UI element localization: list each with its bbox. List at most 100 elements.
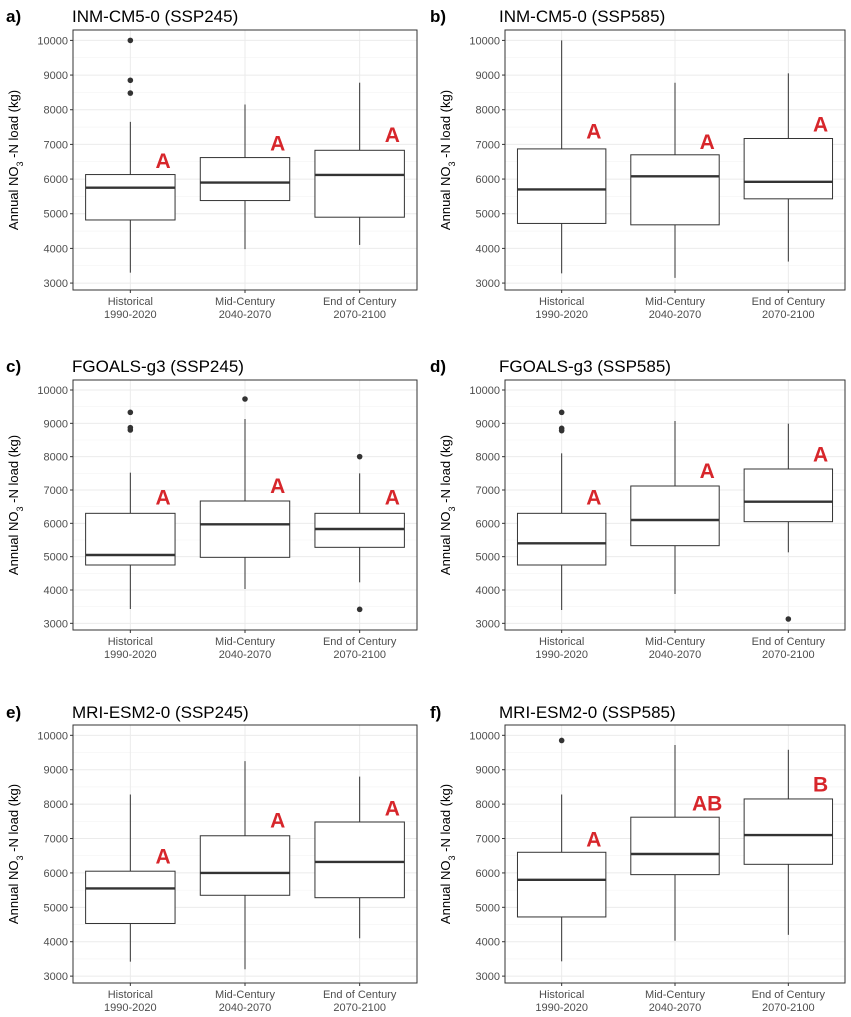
panel-title: FGOALS-g3 (SSP245) [72, 357, 244, 376]
y-tick-label: 6000 [44, 518, 68, 530]
x-category-label: Mid-Century [645, 989, 705, 1001]
y-axis-label-subscript: 3 [447, 506, 457, 511]
x-category-label: Historical [539, 636, 584, 648]
plot-area: 3000 4000 5000 6000 7000 8000 9000 10000 A Histor… [438, 379, 846, 661]
x-category-label: Mid-Century [215, 636, 275, 648]
iqr-box [85, 512, 176, 566]
plot-area: 3000 4000 5000 6000 7000 8000 9000 10000 A Histor… [438, 724, 846, 1014]
box-group: A [85, 409, 176, 609]
y-axis-label-subscript: 3 [15, 506, 25, 511]
outlier-point [356, 606, 363, 613]
y-tick-label: 10000 [469, 385, 500, 397]
y-axis-label-prefix: Annual NO [438, 166, 453, 230]
iqr-box [743, 138, 834, 200]
iqr-box [85, 870, 176, 924]
outlier-point [558, 425, 565, 432]
boxplot-chart: a) INM-CM5-0 (SSP245) 3000 4000 5000 6000 70… [6, 7, 418, 321]
y-axis-label-prefix: Annual NO [6, 511, 21, 575]
y-axis-label-prefix: Annual NO [438, 511, 453, 575]
x-category-label: Historical [539, 296, 584, 308]
x-category-label: End of Century [752, 296, 826, 308]
x-category-period: 2040-2070 [649, 309, 702, 321]
y-tick-label: 8000 [476, 105, 500, 117]
significance-letter: A [700, 131, 715, 154]
x-category-period: 1990-2020 [104, 309, 157, 321]
y-tick-label: 6000 [476, 174, 500, 186]
outlier-point [558, 737, 565, 744]
outlier-point [558, 409, 565, 416]
y-tick-label: 9000 [476, 418, 500, 430]
x-category-period: 1990-2020 [535, 649, 588, 661]
x-category-period: 2070-2100 [762, 1002, 815, 1014]
x-category-period: 2040-2070 [649, 1002, 702, 1014]
y-tick-label: 3000 [476, 618, 500, 630]
y-axis-label-suffix: -N load (kg) [6, 435, 21, 507]
y-tick-label: 4000 [476, 585, 500, 597]
y-tick-label: 5000 [476, 552, 500, 564]
y-tick-label: 5000 [44, 209, 68, 221]
plot-area: 3000 4000 5000 6000 7000 8000 9000 10000 A Histor… [6, 29, 418, 321]
y-axis-label-subscript: 3 [15, 855, 25, 860]
box-group: A [743, 423, 834, 622]
y-tick-label: 3000 [476, 278, 500, 290]
y-axis-label-subscript: 3 [447, 855, 457, 860]
x-category-label: End of Century [752, 989, 826, 1001]
panel-f: f) MRI-ESM2-0 (SSP585) 3000 4000 5000 6000 7… [425, 678, 850, 1017]
y-tick-label: 5000 [44, 902, 68, 914]
significance-letter: A [385, 798, 400, 821]
panel-label: c) [6, 357, 21, 376]
iqr-box [314, 149, 405, 218]
y-axis-label-prefix: Annual NO [6, 166, 21, 230]
y-axis-label: Annual NO3 -N load (kg) [438, 784, 457, 924]
y-tick-label: 10000 [37, 385, 68, 397]
y-tick-label: 10000 [37, 35, 68, 47]
x-category-label: Mid-Century [645, 636, 705, 648]
y-tick-label: 6000 [476, 868, 500, 880]
outlier-point [127, 90, 134, 96]
y-tick-label: 4000 [44, 585, 68, 597]
box-group: A [85, 37, 176, 273]
boxplot-chart: f) MRI-ESM2-0 (SSP585) 3000 4000 5000 6000 7… [430, 703, 846, 1014]
box-group: A [314, 776, 405, 939]
y-axis-label-suffix: -N load (kg) [6, 90, 21, 162]
y-axis-label-prefix: Annual NO [6, 860, 21, 924]
panel-b: b) INM-CM5-0 (SSP585) 3000 4000 5000 6000 70… [425, 0, 850, 339]
significance-letter: A [586, 121, 601, 144]
plot-area: 3000 4000 5000 6000 7000 8000 9000 10000 A Histor… [6, 724, 418, 1014]
box-group: A [743, 73, 834, 262]
x-category-label: End of Century [323, 636, 397, 648]
box-group: A [199, 396, 291, 589]
significance-letter: A [813, 443, 828, 466]
x-category-label: End of Century [323, 296, 397, 308]
significance-letter: A [155, 846, 170, 869]
y-tick-label: 10000 [469, 35, 500, 47]
panel-title: MRI-ESM2-0 (SSP585) [499, 703, 676, 722]
panel-title: INM-CM5-0 (SSP245) [72, 7, 238, 26]
x-category-period: 2040-2070 [219, 649, 272, 661]
panel-label: d) [430, 357, 446, 376]
boxplot-chart: b) INM-CM5-0 (SSP585) 3000 4000 5000 6000 70… [430, 7, 846, 321]
y-tick-label: 7000 [44, 834, 68, 846]
panel-label: b) [430, 7, 446, 26]
y-axis-label-prefix: Annual NO [438, 860, 453, 924]
y-tick-label: 7000 [44, 139, 68, 151]
y-tick-label: 9000 [44, 70, 68, 82]
plot-border [72, 724, 418, 984]
y-axis-label: Annual NO3 -N load (kg) [6, 784, 25, 924]
y-tick-label: 5000 [476, 902, 500, 914]
x-category-period: 2070-2100 [333, 649, 386, 661]
significance-letter: A [270, 133, 285, 156]
y-tick-label: 5000 [44, 552, 68, 564]
y-tick-label: 4000 [44, 937, 68, 949]
x-category-period: 2040-2070 [219, 309, 272, 321]
plot-area: 3000 4000 5000 6000 7000 8000 9000 10000 A Histor… [6, 379, 418, 661]
panel-title: INM-CM5-0 (SSP585) [499, 7, 665, 26]
x-category-period: 1990-2020 [535, 309, 588, 321]
y-tick-label: 7000 [476, 139, 500, 151]
outlier-point [127, 409, 134, 416]
significance-letter: A [155, 487, 170, 510]
x-category-period: 2040-2070 [649, 649, 702, 661]
panel-title: MRI-ESM2-0 (SSP245) [72, 703, 249, 722]
y-tick-label: 3000 [44, 618, 68, 630]
y-tick-label: 9000 [476, 70, 500, 82]
